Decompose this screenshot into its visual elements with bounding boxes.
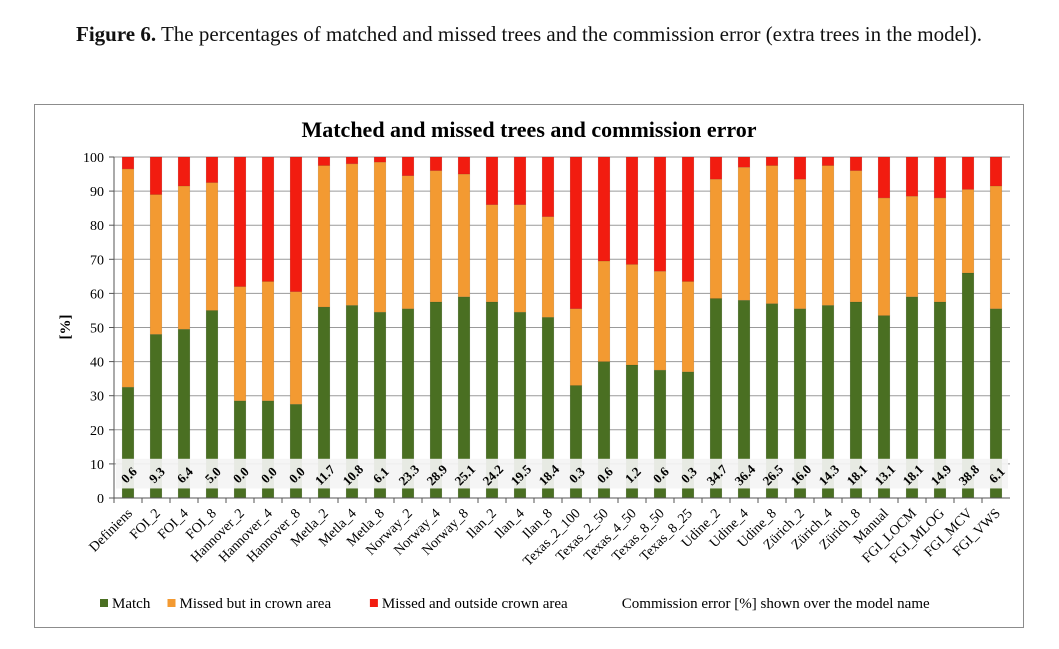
bar-segment	[513, 204, 527, 313]
bar-segment	[961, 189, 975, 274]
legend-swatch	[167, 599, 176, 607]
bar-segment	[177, 156, 191, 187]
bar-segment	[765, 165, 779, 304]
bar-segment	[709, 178, 723, 299]
y-tick-label: 50	[90, 322, 104, 337]
y-axis-label: [%]	[58, 315, 74, 340]
bar-segment	[849, 170, 863, 303]
y-tick-label: 10	[90, 458, 104, 473]
bar-segment	[205, 156, 219, 183]
bar-segment	[429, 156, 443, 171]
bar-segment	[317, 156, 331, 166]
figure-caption-text: The percentages of matched and missed tr…	[160, 22, 983, 46]
bar-segment	[793, 178, 807, 309]
x-tick-label: FOI_2	[127, 506, 163, 542]
bar-segment	[821, 156, 835, 166]
y-tick-label: 30	[90, 390, 104, 405]
bar-segment	[261, 156, 275, 282]
y-tick-label: 80	[90, 219, 104, 234]
bar-segment	[457, 156, 471, 175]
legend-note: Commission error [%] shown over the mode…	[622, 596, 930, 612]
bar-segment	[877, 197, 891, 316]
bar-segment	[681, 156, 695, 282]
legend-entry: Match	[112, 596, 151, 612]
bar-segment	[737, 156, 751, 168]
legend-swatch	[369, 599, 378, 607]
bar-segment	[401, 175, 415, 309]
bar-segment	[429, 170, 443, 303]
bar-segment	[485, 156, 499, 205]
chart-frame	[34, 104, 1024, 628]
y-tick-label: 60	[90, 287, 104, 302]
figure-label: Figure 6.	[76, 22, 157, 46]
bar-segment	[233, 286, 247, 402]
bar-segment	[961, 156, 975, 190]
legend-entry: Missed but in crown area	[180, 596, 332, 612]
bar-segment	[653, 270, 667, 371]
bar-segment	[121, 168, 135, 388]
y-tick-label: 20	[90, 424, 104, 439]
bar-segment	[541, 216, 555, 318]
bar-segment	[569, 156, 583, 309]
bar-segment	[737, 166, 751, 301]
y-tick-label: 40	[90, 356, 104, 371]
bar-segment	[849, 156, 863, 171]
bar-segment	[289, 156, 303, 292]
y-tick-label: 90	[90, 185, 104, 200]
bar-segment	[625, 156, 639, 265]
bar-segment	[933, 197, 947, 303]
bar-segment	[513, 156, 527, 205]
bar-segment	[261, 281, 275, 402]
bar-segment	[121, 156, 135, 170]
bar-segment	[905, 156, 919, 197]
figure-caption: Figure 6. The percentages of matched and…	[76, 18, 988, 51]
bar-segment	[765, 156, 779, 166]
bar-segment	[681, 281, 695, 373]
commission-error-band	[116, 458, 1008, 489]
bar-segment	[485, 204, 499, 303]
bar-segment	[149, 194, 163, 335]
y-tick-label: 100	[83, 151, 104, 166]
bar-segment	[933, 156, 947, 199]
bar-segment	[205, 182, 219, 311]
bar-segment	[989, 156, 1003, 187]
bar-segment	[877, 156, 891, 199]
bar-segment	[597, 260, 611, 362]
bar-segment	[457, 173, 471, 298]
x-tick-label: FOI_4	[155, 506, 191, 542]
bar-segment	[905, 195, 919, 298]
bar-segment	[541, 156, 555, 217]
bar-segment	[149, 156, 163, 195]
bar-segment	[709, 156, 723, 180]
bar-segment	[373, 161, 387, 313]
bar-segment	[401, 156, 415, 177]
bar-segment	[821, 165, 835, 306]
x-tick-label: Ilan_4	[492, 506, 528, 542]
bar-segment	[317, 165, 331, 308]
chart-title: Matched and missed trees and commission …	[301, 117, 756, 142]
bar-segment	[597, 156, 611, 262]
y-tick-label: 0	[97, 492, 104, 507]
legend-swatch	[100, 599, 108, 607]
legend-entry: Missed and outside crown area	[382, 596, 568, 612]
bar-segment	[345, 156, 359, 165]
bar-segment	[345, 163, 359, 306]
bar-segment	[569, 308, 583, 386]
bar-segment	[793, 156, 807, 180]
bar-segment	[653, 156, 667, 272]
bar-segment	[373, 156, 387, 163]
bar-segment	[989, 185, 1003, 309]
y-tick-label: 70	[90, 253, 104, 268]
bar-segment	[177, 185, 191, 330]
bar-segment	[625, 264, 639, 366]
x-tick-label: Ilan_2	[464, 506, 500, 542]
bar-segment	[289, 291, 303, 405]
bar-segment	[233, 156, 247, 287]
